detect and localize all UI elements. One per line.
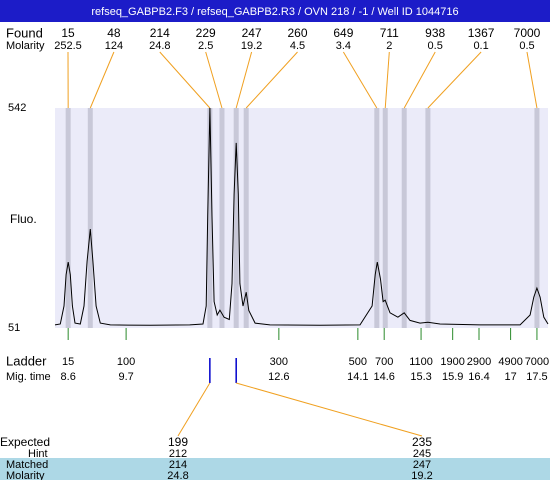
ladder-time: 17 <box>504 371 516 383</box>
peak-connector <box>89 51 115 109</box>
peak-band <box>374 108 380 328</box>
expected-connector <box>177 382 211 437</box>
peak-band <box>243 108 249 328</box>
ladder-time: 12.6 <box>268 371 289 383</box>
found-molarity: 24.8 <box>149 40 170 52</box>
peak-band <box>65 108 71 328</box>
expected-expected: 235 <box>412 435 432 449</box>
found-size: 711 <box>380 26 399 40</box>
expected-hint: 245 <box>413 448 431 460</box>
ladder-size: 100 <box>117 356 135 368</box>
expected-matched: 247 <box>413 459 431 471</box>
peak-connector <box>205 51 223 109</box>
expected-hint: 212 <box>169 448 187 460</box>
found-size: 214 <box>150 26 170 40</box>
found-size: 48 <box>107 26 121 40</box>
found-molarity: 19.2 <box>241 40 262 52</box>
found-size: 938 <box>425 26 445 40</box>
molarity-label: Molarity <box>6 40 45 52</box>
found-molarity: 0.5 <box>519 40 534 52</box>
peak-connector <box>526 51 538 109</box>
ladder-time: 14.1 <box>347 371 368 383</box>
ladder-time: 8.6 <box>61 371 76 383</box>
y-tick-label: 51 <box>8 322 20 334</box>
y-label: Fluo. <box>10 212 37 226</box>
found-molarity: 0.5 <box>428 40 443 52</box>
found-molarity: 252.5 <box>54 40 82 52</box>
peak-connector <box>159 51 211 109</box>
ladder-label: Ladder <box>6 353 47 368</box>
expected-connector <box>236 382 423 437</box>
mig-time-label: Mig. time <box>6 371 51 383</box>
ladder-time: 16.4 <box>468 371 489 383</box>
ladder-size: 4900 <box>498 356 522 368</box>
expected-matched: 214 <box>169 459 187 471</box>
plot-area <box>55 108 548 328</box>
peak-connector <box>384 51 390 109</box>
ladder-size: 1900 <box>440 356 464 368</box>
peak-band <box>87 108 93 328</box>
found-size: 247 <box>242 26 262 40</box>
ladder-size: 2900 <box>467 356 491 368</box>
peak-band <box>219 108 225 328</box>
expected-expected: 199 <box>168 435 188 449</box>
expected-label: Expected <box>0 435 50 449</box>
found-size: 229 <box>196 26 216 40</box>
peak-connector <box>342 51 378 109</box>
found-molarity: 3.4 <box>336 40 351 52</box>
found-size: 15 <box>61 26 75 40</box>
ladder-size: 15 <box>62 356 74 368</box>
peak-band <box>401 108 407 328</box>
hint-label: Hint <box>28 448 48 460</box>
peak-connector <box>235 51 253 109</box>
found-molarity: 2 <box>386 40 392 52</box>
matched-rows-bg <box>0 458 550 480</box>
peak-band <box>207 108 213 328</box>
ladder-size: 300 <box>270 356 288 368</box>
found-size: 260 <box>287 26 307 40</box>
title-bar <box>0 0 550 22</box>
title: refseq_GABPB2.F3 / refseq_GABPB2.R3 / OV… <box>91 6 458 18</box>
peak-band <box>382 108 388 328</box>
y-tick-label: 542 <box>8 102 26 114</box>
peak-band <box>425 108 431 328</box>
found-molarity: 2.5 <box>198 40 213 52</box>
peak-connector <box>427 51 482 109</box>
peak-band <box>534 108 540 328</box>
ladder-size: 500 <box>349 356 367 368</box>
found-size: 7000 <box>514 26 541 40</box>
found-size: 1367 <box>468 26 495 40</box>
found-label: Found <box>6 25 43 40</box>
expected-molarity: 19.2 <box>411 470 432 480</box>
found-molarity: 4.5 <box>290 40 305 52</box>
peak-band <box>233 108 239 328</box>
expected-molarity: 24.8 <box>167 470 188 480</box>
ladder-size: 7000 <box>525 356 549 368</box>
ladder-time: 9.7 <box>118 371 133 383</box>
ladder-time: 17.5 <box>526 371 547 383</box>
ladder-time: 15.9 <box>442 371 463 383</box>
peak-connector <box>245 51 298 109</box>
found-molarity: 124 <box>105 40 123 52</box>
ladder-size: 1100 <box>409 356 433 368</box>
found-size: 649 <box>333 26 353 40</box>
ladder-time: 14.6 <box>373 371 394 383</box>
trace <box>54 107 549 326</box>
ladder-size: 700 <box>375 356 393 368</box>
found-molarity: 0.1 <box>473 40 488 52</box>
molarity-row-label: Molarity <box>6 470 45 480</box>
peak-connector <box>403 51 436 109</box>
ladder-time: 15.3 <box>410 371 431 383</box>
matched-label: Matched <box>6 459 48 471</box>
